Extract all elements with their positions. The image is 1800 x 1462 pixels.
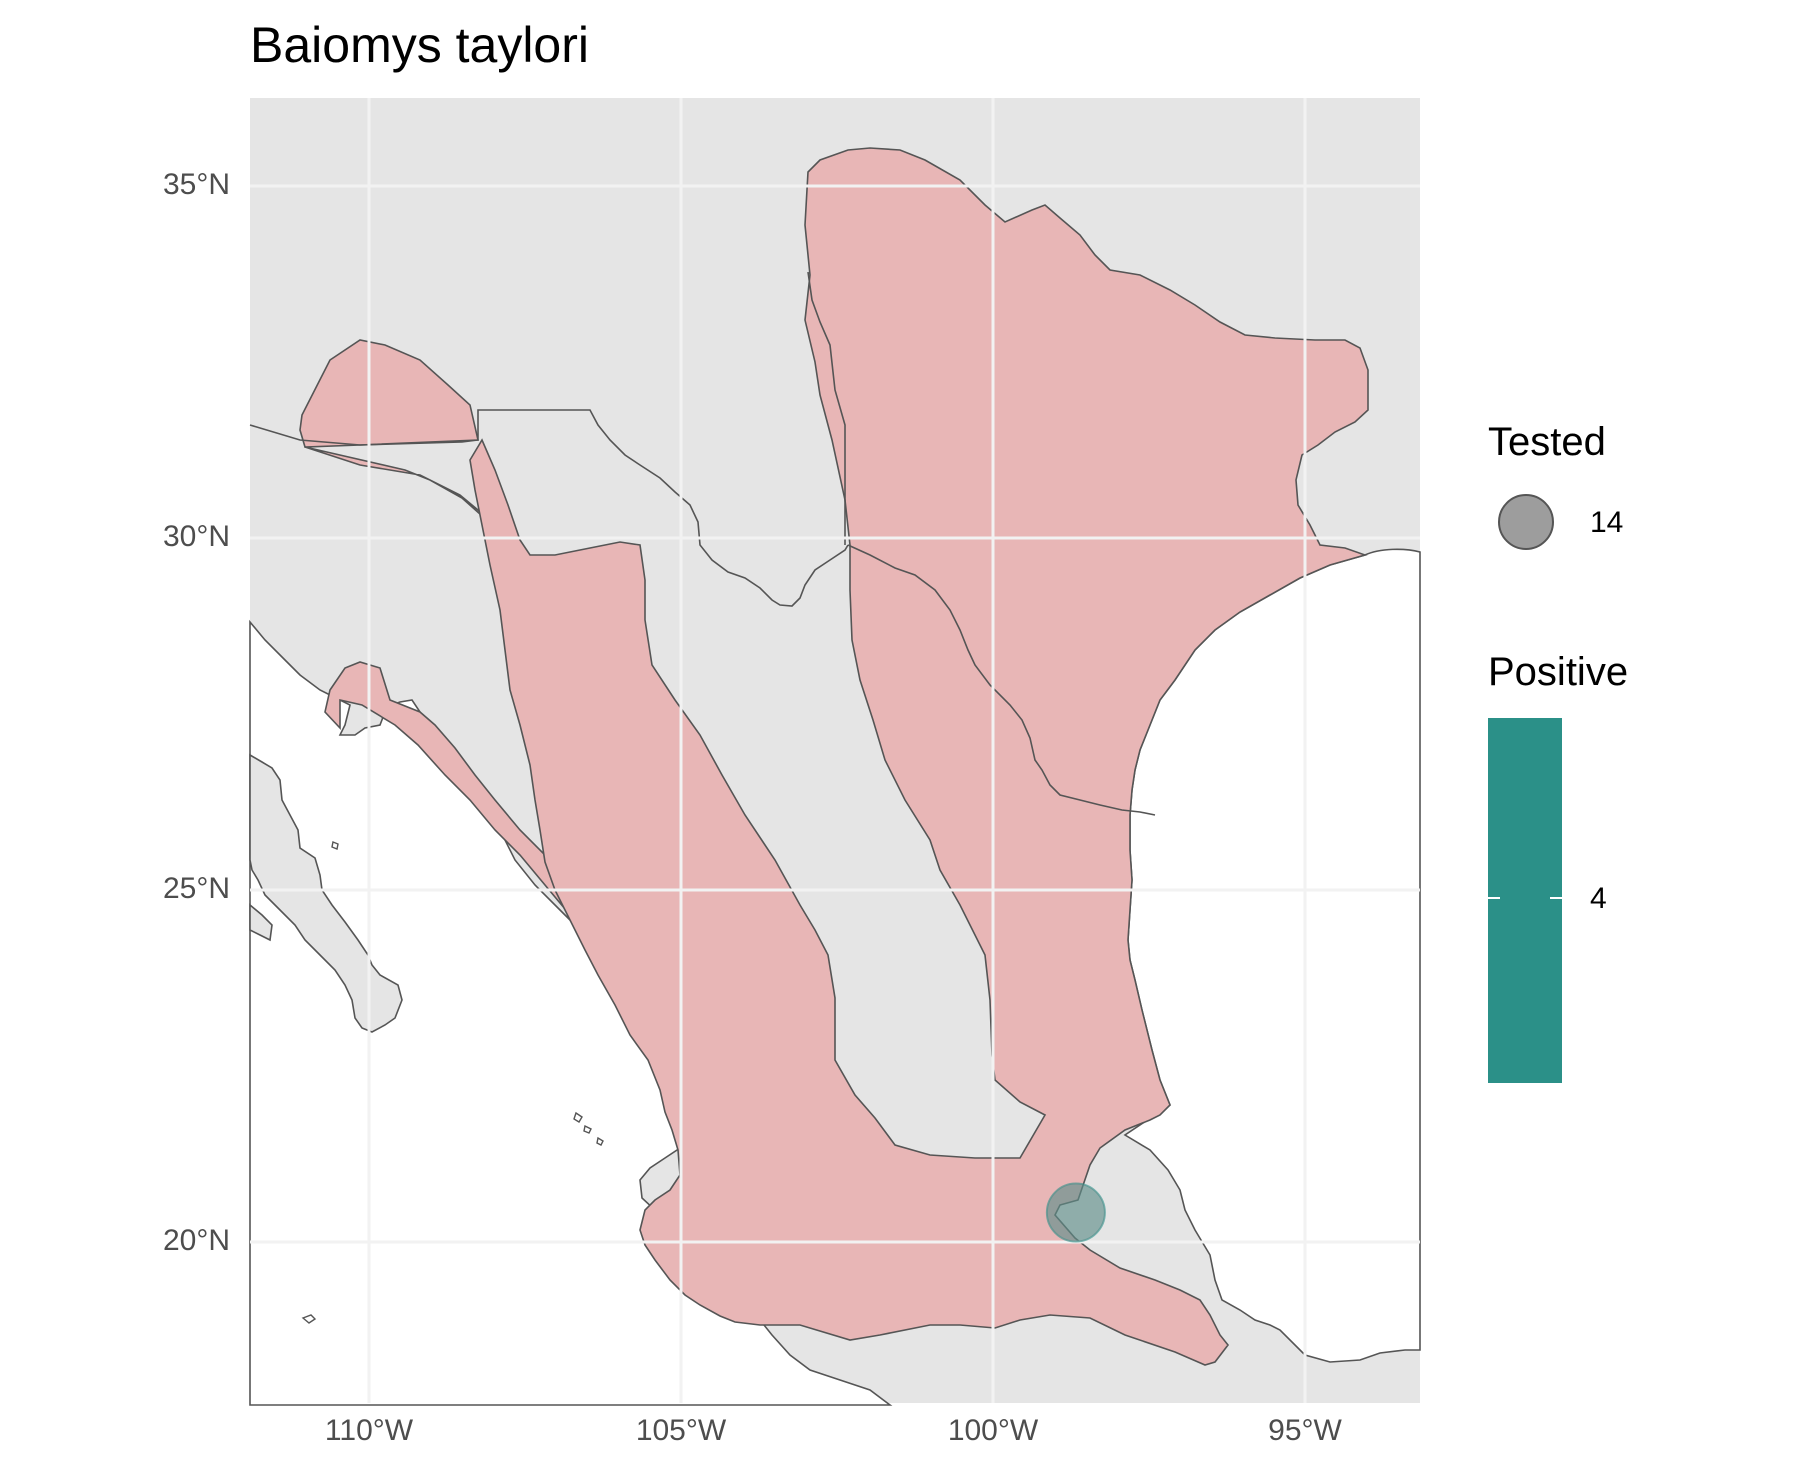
rio-grande: [847, 544, 1156, 816]
y-tick-label: 20°N: [162, 1224, 230, 1257]
x-tick-label: 105°W: [635, 1414, 727, 1447]
island: [596, 1136, 604, 1146]
island: [301, 1314, 317, 1324]
island: [583, 1124, 592, 1134]
baja-peninsula: [249, 753, 403, 1033]
sample-points-layer: [1045, 1182, 1106, 1243]
island: [331, 841, 339, 850]
sample-point-overlay: [1046, 1183, 1105, 1242]
x-tick-label: 95°W: [1268, 1414, 1342, 1447]
y-tick-label: 30°N: [162, 520, 230, 553]
x-tick-label: 100°W: [947, 1414, 1039, 1447]
legend-positive-label: 4: [1590, 882, 1607, 915]
y-tick-label: 25°N: [162, 872, 230, 905]
map-title: Baiomys taylori: [250, 17, 589, 73]
legend-tested-title: Tested: [1488, 420, 1606, 464]
x-tick-label: 110°W: [324, 1414, 414, 1447]
legend-positive-colorbar: [1488, 718, 1562, 1083]
baja-southern-tip: [249, 903, 273, 942]
range-sierra-madre-occidental: [469, 147, 1369, 1366]
us-mexico-border: [249, 409, 849, 607]
tx-nm-line: [807, 271, 846, 545]
y-tick-label: 35°N: [162, 168, 230, 201]
legend-positive-title: Positive: [1488, 650, 1629, 694]
legend-tested-label: 14: [1590, 506, 1624, 539]
island: [573, 1111, 583, 1123]
graticule: [250, 98, 1420, 1403]
sample-point: [1045, 1182, 1106, 1243]
legend-tested-symbol: [1498, 494, 1554, 550]
